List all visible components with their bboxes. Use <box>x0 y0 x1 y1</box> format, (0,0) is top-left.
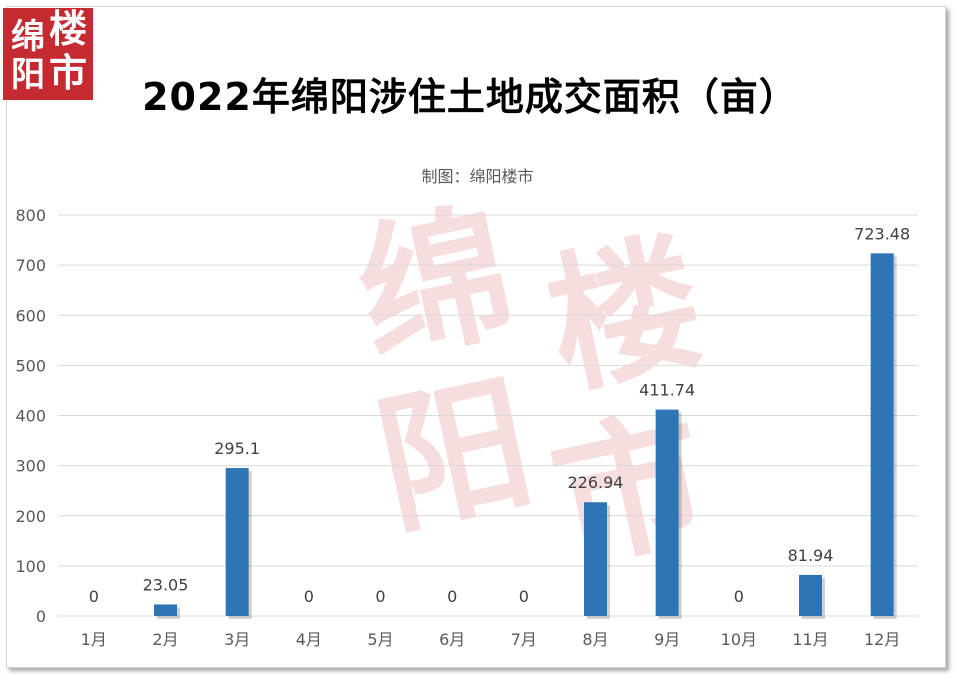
data-label: 0 <box>734 587 744 606</box>
y-tick-label: 300 <box>15 457 46 476</box>
data-label: 723.48 <box>854 224 910 243</box>
x-tick-label: 7月 <box>511 630 537 649</box>
y-tick-label: 800 <box>15 206 46 225</box>
x-tick-label: 12月 <box>864 630 900 649</box>
data-label: 81.94 <box>788 546 834 565</box>
y-tick-label: 100 <box>15 557 46 576</box>
data-label: 295.1 <box>214 439 260 458</box>
bar <box>655 409 679 616</box>
x-tick-label: 4月 <box>296 630 322 649</box>
x-tick-label: 10月 <box>721 630 757 649</box>
logo-char: 楼 <box>49 6 88 51</box>
bar <box>870 253 894 616</box>
bar <box>154 604 177 616</box>
y-tick-label: 200 <box>15 507 46 526</box>
bar <box>799 574 822 616</box>
data-label: 0 <box>304 587 314 606</box>
logo: 绵 楼 阳 市 <box>3 8 93 100</box>
data-label: 0 <box>519 587 529 606</box>
logo-char: 市 <box>49 50 88 95</box>
x-tick-label: 8月 <box>582 630 608 649</box>
chart-frame <box>6 6 946 668</box>
data-label: 226.94 <box>568 473 624 492</box>
y-tick-label: 700 <box>15 256 46 275</box>
x-tick-label: 11月 <box>792 630 828 649</box>
x-tick-label: 5月 <box>367 630 393 649</box>
x-tick-label: 1月 <box>81 630 107 649</box>
y-tick-label: 400 <box>15 407 46 426</box>
data-label: 0 <box>375 587 385 606</box>
x-tick-label: 2月 <box>152 630 178 649</box>
x-tick-label: 6月 <box>439 630 465 649</box>
bar <box>225 468 249 616</box>
logo-char: 绵 <box>11 17 45 57</box>
data-label: 23.05 <box>143 575 189 594</box>
y-tick-label: 600 <box>15 306 46 325</box>
y-tick-label: 0 <box>36 607 46 626</box>
chart-title: 2022年绵阳涉住土地成交面积（亩） <box>142 75 798 119</box>
data-label: 411.74 <box>639 381 695 400</box>
logo-char: 阳 <box>11 55 45 95</box>
chart-subtitle: 制图：绵阳楼市 <box>421 167 534 186</box>
bar <box>584 502 607 616</box>
x-tick-label: 9月 <box>654 630 680 649</box>
data-label: 0 <box>447 587 457 606</box>
y-tick-label: 500 <box>15 356 46 375</box>
data-label: 0 <box>89 587 99 606</box>
x-tick-label: 3月 <box>224 630 250 649</box>
